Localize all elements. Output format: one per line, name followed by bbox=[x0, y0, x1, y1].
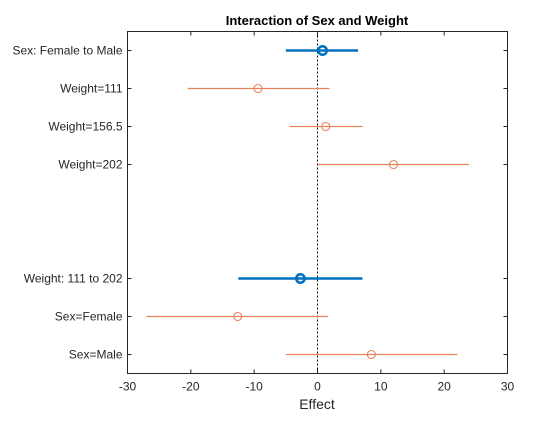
y-row-label: Sex=Male bbox=[69, 348, 123, 362]
y-row-label: Sex=Female bbox=[55, 310, 123, 324]
axes-box bbox=[127, 31, 508, 374]
marks-group bbox=[146, 45, 469, 360]
conditional-effect-point bbox=[366, 349, 376, 360]
conditional-effect-point bbox=[321, 121, 331, 132]
x-tick-label: 30 bbox=[501, 380, 515, 394]
x-tick-label: -30 bbox=[119, 380, 137, 394]
y-row-label: Sex: Female to Male bbox=[12, 44, 122, 58]
main-effect-point bbox=[294, 273, 306, 284]
x-tick-label: 20 bbox=[437, 380, 451, 394]
conditional-effect-point bbox=[253, 83, 263, 94]
y-row-label: Weight=202 bbox=[58, 158, 122, 172]
conditional-effect-point bbox=[233, 311, 243, 322]
y-row-label: Weight=156.5 bbox=[48, 120, 122, 134]
x-tick-label: 10 bbox=[374, 380, 388, 394]
y-row-label: Weight=111 bbox=[60, 82, 123, 96]
conditional-effect-point bbox=[388, 159, 399, 170]
y-labels-group: Sex: Female to Male Weight=111 Weight=156.… bbox=[12, 44, 508, 362]
x-tick-label: 0 bbox=[314, 380, 321, 394]
chart-title: Interaction of Sex and Weight bbox=[226, 13, 409, 28]
x-tick-label: -20 bbox=[182, 380, 200, 394]
y-row-label: Weight: 111 to 202 bbox=[24, 272, 123, 286]
x-tick-label: -10 bbox=[245, 380, 263, 394]
main-effect-point bbox=[317, 45, 329, 56]
x-axis-label: Effect bbox=[299, 396, 335, 412]
x-ticks-group: -30 -20 -10 0 10 20 30 bbox=[119, 31, 515, 394]
